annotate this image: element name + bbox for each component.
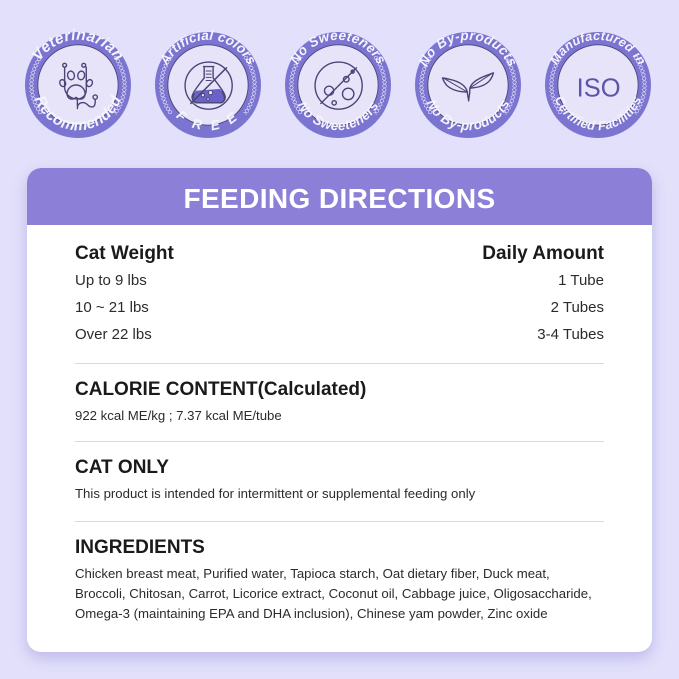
svg-text:ISO: ISO (577, 74, 621, 102)
